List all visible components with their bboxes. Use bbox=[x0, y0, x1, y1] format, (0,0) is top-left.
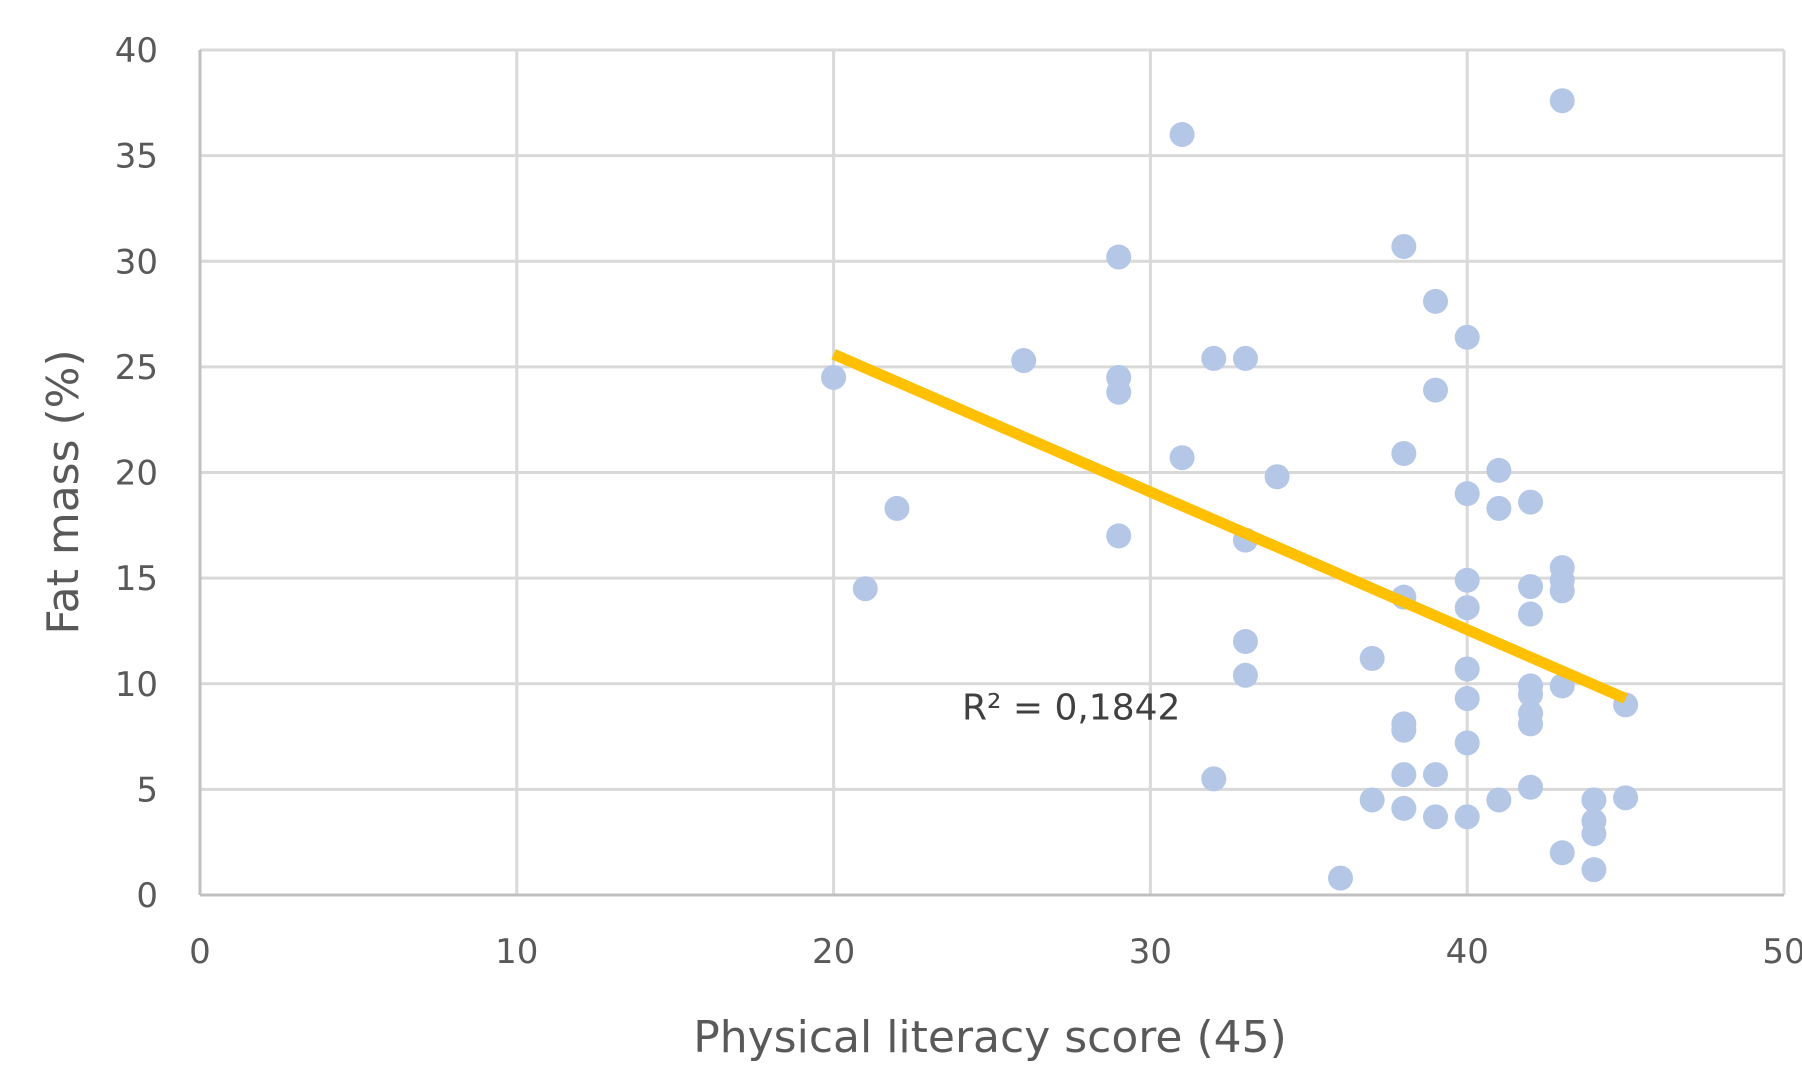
x-tick-label: 40 bbox=[1446, 932, 1489, 972]
data-point bbox=[1391, 233, 1417, 259]
data-point bbox=[1423, 377, 1449, 403]
data-point bbox=[1518, 681, 1544, 707]
data-point bbox=[1454, 595, 1480, 621]
data-point bbox=[1549, 840, 1575, 866]
data-point bbox=[1518, 574, 1544, 600]
data-point bbox=[1011, 348, 1037, 374]
data-point bbox=[1454, 804, 1480, 830]
data-point bbox=[821, 364, 847, 390]
axes bbox=[198, 50, 1784, 897]
data-point bbox=[1232, 629, 1258, 654]
data-point bbox=[1454, 656, 1480, 682]
data-point bbox=[1391, 440, 1417, 466]
trendline bbox=[831, 349, 1628, 704]
y-tick-label: 40 bbox=[115, 31, 158, 71]
data-point bbox=[1486, 787, 1512, 813]
data-point bbox=[1518, 711, 1544, 737]
y-tick-label: 25 bbox=[115, 348, 158, 388]
x-axis-title: Physical literacy score (45) bbox=[693, 1012, 1287, 1063]
data-point bbox=[1391, 717, 1417, 743]
x-tick-label: 50 bbox=[1762, 932, 1802, 972]
data-point bbox=[852, 576, 878, 602]
y-tick-label: 20 bbox=[115, 454, 158, 494]
data-point bbox=[1613, 785, 1639, 811]
x-tick-label: 30 bbox=[1129, 932, 1172, 972]
y-tick-label: 35 bbox=[115, 137, 158, 177]
data-point bbox=[1581, 857, 1607, 883]
data-point bbox=[1454, 686, 1480, 712]
y-tick-label: 0 bbox=[136, 876, 158, 916]
data-point bbox=[1454, 567, 1480, 593]
data-point bbox=[1549, 88, 1575, 114]
data-point bbox=[1423, 762, 1449, 788]
x-tick-label: 0 bbox=[189, 932, 211, 972]
data-point bbox=[1454, 730, 1480, 756]
data-point bbox=[1232, 345, 1258, 371]
data-point bbox=[1454, 324, 1480, 350]
data-point bbox=[884, 495, 910, 521]
data-point bbox=[1391, 795, 1417, 821]
data-point bbox=[1518, 601, 1544, 627]
data-point bbox=[1581, 821, 1607, 847]
data-point bbox=[1169, 122, 1195, 147]
annotations: R² = 0,1842 bbox=[962, 688, 1180, 729]
data-points bbox=[821, 88, 1639, 891]
y-tick-label: 10 bbox=[115, 665, 158, 705]
data-point bbox=[1518, 774, 1544, 800]
data-point bbox=[1581, 787, 1607, 813]
data-point bbox=[1359, 787, 1385, 813]
data-point bbox=[1201, 766, 1227, 792]
data-point bbox=[1391, 762, 1417, 788]
y-tick-label: 15 bbox=[115, 559, 158, 599]
data-point bbox=[1359, 645, 1385, 671]
y-axis-title: Fat mass (%) bbox=[38, 349, 89, 634]
x-tick-label: 20 bbox=[812, 932, 855, 972]
data-point bbox=[1169, 445, 1195, 471]
data-point bbox=[1518, 489, 1544, 515]
data-point bbox=[1106, 523, 1132, 549]
data-point bbox=[1486, 495, 1512, 521]
gridlines bbox=[200, 48, 1786, 895]
data-point bbox=[1423, 288, 1449, 314]
data-point bbox=[1549, 578, 1575, 604]
r-squared-annotation: R² = 0,1842 bbox=[962, 688, 1180, 729]
data-point bbox=[1454, 481, 1480, 507]
data-point bbox=[1423, 804, 1449, 830]
tick-labels: 0 5 10 15 20 25 30 35 40 0 10 20 30 40 50 bbox=[115, 31, 1802, 972]
data-point bbox=[1232, 662, 1258, 688]
data-point bbox=[1264, 464, 1290, 490]
data-point bbox=[1201, 345, 1227, 371]
data-point bbox=[1106, 244, 1132, 270]
data-point bbox=[1486, 457, 1512, 483]
trendline-group bbox=[831, 349, 1628, 704]
y-tick-label: 30 bbox=[115, 242, 158, 282]
data-point bbox=[1327, 865, 1353, 891]
y-tick-label: 5 bbox=[136, 770, 158, 810]
x-tick-label: 10 bbox=[495, 932, 538, 972]
data-point bbox=[1106, 379, 1132, 405]
